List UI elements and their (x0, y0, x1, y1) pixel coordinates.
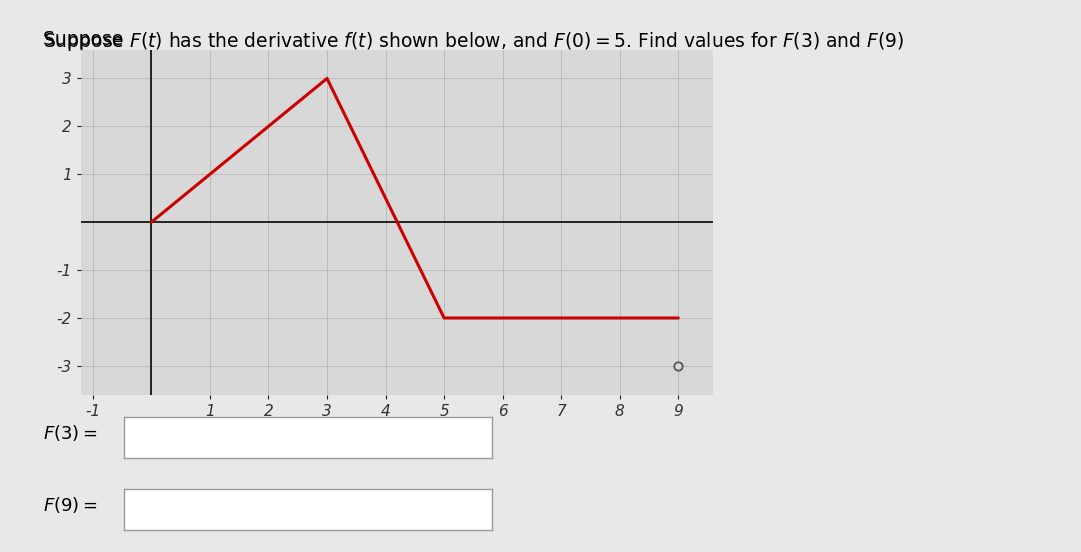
Text: Suppose: Suppose (43, 30, 130, 49)
Text: $F(9)=$: $F(9)=$ (43, 495, 97, 515)
Text: $F(3)=$: $F(3)=$ (43, 423, 97, 443)
Text: Suppose $F(t)$ has the derivative $f(t)$ shown below, and $F(0)=5$. Find values : Suppose $F(t)$ has the derivative $f(t)$… (43, 30, 905, 54)
